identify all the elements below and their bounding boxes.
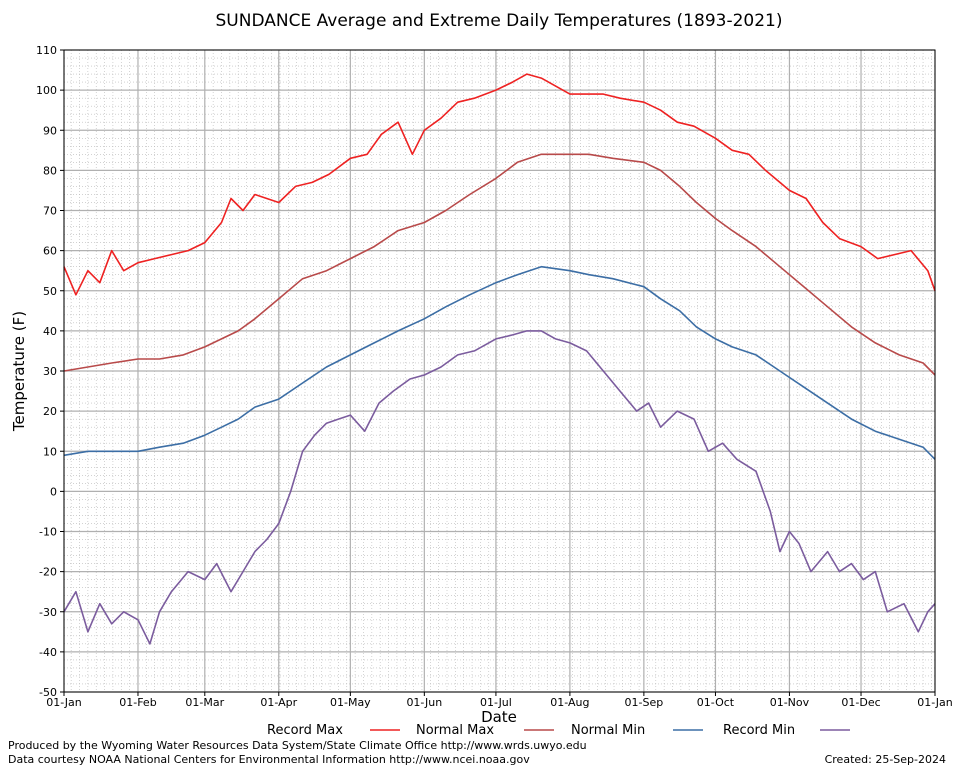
y-tick-label: 80 [43,164,57,177]
footer-created: Created: 25-Sep-2024 [825,753,946,766]
y-tick-label: 50 [43,285,57,298]
x-tick-label: 01-Mar [185,696,224,709]
x-tick-label: 01-Apr [260,696,297,709]
x-tick-label: 01-Dec [841,696,880,709]
series-line-normal-min [63,265,936,460]
y-tick-label: -20 [39,566,57,579]
y-axis-label: Temperature (F) [10,311,28,432]
y-tick-label: 0 [50,485,57,498]
y-tick-label: 90 [43,124,57,137]
x-tick-label: 01-Sep [625,696,664,709]
x-tick-label: 01-Oct [697,696,735,709]
y-tick-label: -10 [39,526,57,539]
footer-data-source: Data courtesy NOAA National Centers for … [8,753,530,766]
y-tick-label: -40 [39,646,57,659]
x-tick-label: 01-Jan [46,696,82,709]
y-tick-label: 30 [43,365,57,378]
y-tick-label: 40 [43,325,57,338]
y-tick-label: 100 [36,84,57,97]
plot-area [63,49,936,693]
series-line-record-max [63,73,936,296]
y-tick-label: 10 [43,445,57,458]
x-axis-ticks: 01-Jan 01-Feb 01-Mar 01-Apr 01-May 01-Jun 01-J… [46,692,953,709]
series-line-normal-max [63,153,936,376]
x-tick-label: 01-Aug [550,696,589,709]
x-tick-label: 01-Jun [406,696,442,709]
series-lines [63,73,936,645]
y-tick-label: 70 [43,205,57,218]
x-axis-label: Date [481,708,517,726]
legend-label: Normal Max [416,723,494,738]
chart-title: SUNDANCE Average and Extreme Daily Tempe… [216,11,783,31]
x-tick-label: 01-Jan [917,696,953,709]
y-axis-ticks: -50 -40 -30 -20 -10 0 10 20 30 40 50 60 70 80 90 100 110 [36,44,64,699]
y-tick-label: 110 [36,44,57,57]
y-tick-label: -50 [39,686,57,699]
y-tick-label: -30 [39,606,57,619]
legend: Record Max Normal Max Normal Min Record Min [267,723,850,738]
footer-producer: Produced by the Wyoming Water Resources … [8,739,587,752]
x-tick-label: 01-Jul [480,696,512,709]
x-tick-label: 01-Nov [770,696,810,709]
legend-label: Record Max [267,723,343,738]
y-tick-label: 20 [43,405,57,418]
x-tick-label: 01-May [330,696,371,709]
series-line-record-min [63,330,936,645]
legend-label: Record Min [723,723,795,738]
y-tick-label: 60 [43,245,57,258]
x-tick-label: 01-Feb [119,696,156,709]
legend-label: Normal Min [571,723,645,738]
